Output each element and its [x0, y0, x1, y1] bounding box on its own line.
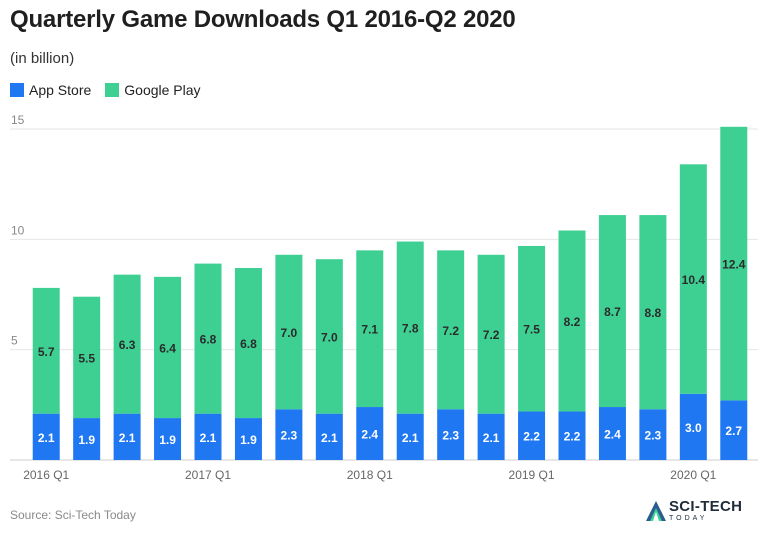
- bar-app-store: [356, 407, 384, 460]
- data-label-app-store: 2.1: [483, 431, 500, 445]
- bar-app-store: [639, 409, 667, 460]
- data-label-app-store: 2.7: [725, 424, 742, 438]
- bar-google-play: [639, 215, 667, 410]
- bar-app-store: [275, 409, 303, 460]
- data-label-app-store: 2.2: [564, 430, 581, 444]
- bar-google-play: [679, 164, 707, 394]
- bar-app-store: [396, 413, 424, 460]
- data-label-app-store: 3.0: [685, 421, 702, 435]
- bar-google-play: [73, 296, 101, 419]
- data-label-app-store: 2.1: [119, 431, 136, 445]
- logo-sub-text: TODAY: [669, 515, 708, 522]
- data-label-google-play: 10.4: [682, 273, 706, 287]
- data-label-app-store: 2.3: [442, 429, 459, 443]
- data-label-google-play: 6.8: [240, 337, 257, 351]
- bar-app-store: [477, 413, 505, 460]
- x-tick-label: 2020 Q1: [670, 468, 716, 482]
- data-label-app-store: 1.9: [240, 433, 257, 447]
- bar-google-play: [113, 274, 141, 414]
- data-label-google-play: 8.8: [645, 306, 662, 320]
- data-label-app-store: 2.4: [361, 428, 378, 442]
- bar-google-play: [356, 250, 384, 408]
- data-label-app-store: 2.1: [38, 431, 55, 445]
- data-label-app-store: 1.9: [78, 433, 95, 447]
- bar-app-store: [234, 418, 262, 460]
- x-tick-label: 2018 Q1: [347, 468, 393, 482]
- data-label-app-store: 2.2: [523, 430, 540, 444]
- bar-app-store: [437, 409, 465, 460]
- bar-app-store: [720, 400, 748, 460]
- data-label-app-store: 2.3: [281, 429, 298, 443]
- data-label-google-play: 7.2: [483, 328, 500, 342]
- data-label-app-store: 2.4: [604, 428, 621, 442]
- bar-app-store: [315, 413, 343, 460]
- legend-swatch-app-store: [10, 83, 24, 97]
- data-label-google-play: 7.0: [321, 330, 338, 344]
- bar-google-play: [437, 250, 465, 410]
- data-label-google-play: 6.3: [119, 338, 136, 352]
- data-label-google-play: 6.8: [200, 333, 217, 347]
- x-tick-label: 2019 Q1: [509, 468, 555, 482]
- y-tick-label: 10: [11, 223, 25, 237]
- chart-title: Quarterly Game Downloads Q1 2016-Q2 2020: [10, 6, 516, 33]
- bar-app-store: [113, 413, 141, 460]
- bar-app-store: [154, 418, 182, 460]
- data-label-google-play: 7.0: [281, 326, 298, 340]
- bar-google-play: [518, 245, 546, 412]
- data-label-google-play: 6.4: [159, 341, 176, 355]
- data-label-app-store: 2.1: [402, 431, 419, 445]
- sci-tech-logo: SCI-TECH TODAY: [646, 499, 742, 522]
- logo-main-text: SCI-TECH: [669, 498, 743, 515]
- legend-swatch-google-play: [105, 83, 120, 97]
- data-label-google-play: 7.8: [402, 322, 419, 336]
- data-label-app-store: 1.9: [159, 433, 176, 447]
- data-label-app-store: 2.1: [200, 431, 217, 445]
- data-label-google-play: 7.5: [523, 323, 540, 337]
- data-label-google-play: 7.2: [442, 324, 459, 338]
- bar-google-play: [315, 259, 343, 414]
- bar-google-play: [598, 215, 626, 408]
- data-label-google-play: 8.7: [604, 305, 621, 319]
- data-label-app-store: 2.1: [321, 431, 338, 445]
- bar-google-play: [477, 254, 505, 414]
- bar-google-play: [234, 268, 262, 419]
- bar-app-store: [518, 411, 546, 460]
- bar-google-play: [396, 241, 424, 414]
- bar-app-store: [558, 411, 586, 460]
- bar-app-store: [598, 407, 626, 460]
- legend-label-app-store: App Store: [29, 82, 92, 98]
- bar-app-store: [194, 413, 222, 460]
- bar-google-play: [194, 263, 222, 414]
- y-tick-label: 5: [11, 334, 18, 348]
- bar-google-play: [275, 254, 303, 410]
- x-tick-label: 2016 Q1: [23, 468, 69, 482]
- chart-legend: App Store Google Play: [10, 82, 215, 98]
- data-label-google-play: 12.4: [722, 258, 746, 272]
- data-label-google-play: 5.5: [78, 351, 95, 365]
- chart-subtitle: (in billion): [10, 50, 75, 67]
- bar-google-play: [154, 276, 182, 419]
- legend-item-app-store: App Store: [10, 82, 91, 98]
- logo-mountain-icon: [646, 500, 666, 521]
- bar-app-store: [679, 393, 707, 460]
- bar-app-store: [73, 418, 101, 460]
- data-label-google-play: 8.2: [564, 315, 581, 329]
- x-tick-label: 2017 Q1: [185, 468, 231, 482]
- y-tick-label: 15: [11, 113, 25, 127]
- data-label-google-play: 5.7: [38, 345, 55, 359]
- bar-app-store: [32, 413, 60, 460]
- legend-item-google-play: Google Play: [105, 82, 201, 98]
- bar-google-play: [558, 230, 586, 412]
- bar-google-play: [720, 126, 748, 401]
- legend-label-google-play: Google Play: [124, 82, 201, 98]
- source-note: Source: Sci-Tech Today: [10, 508, 136, 522]
- data-label-google-play: 7.1: [361, 323, 378, 337]
- data-label-app-store: 2.3: [645, 429, 662, 443]
- bar-google-play: [32, 287, 60, 414]
